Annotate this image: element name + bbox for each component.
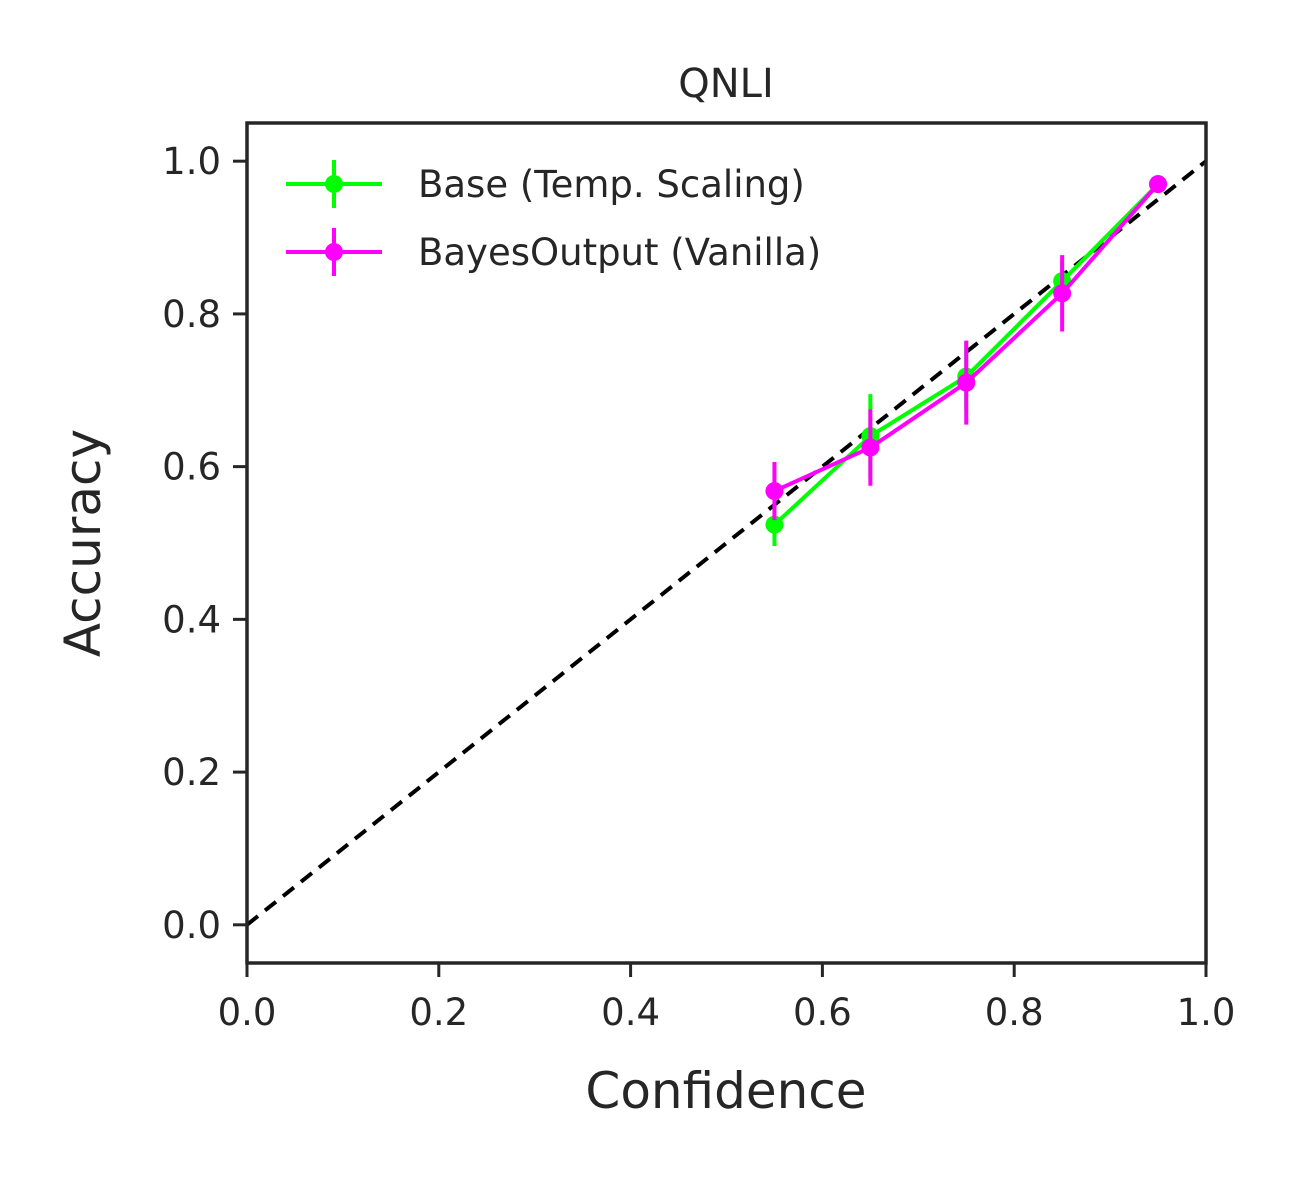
y-tick-label: 0.6 [162, 446, 221, 489]
x-tick-label: 0.6 [793, 991, 852, 1034]
x-tick-label: 0.8 [985, 991, 1044, 1034]
x-tick-label: 0.0 [218, 991, 277, 1034]
x-axis-label: Confidence [585, 1062, 866, 1120]
y-axis: 0.0 0.2 0.4 0.6 0.8 1.0 [162, 140, 247, 947]
plot-area [245, 159, 1208, 927]
data-point [1149, 175, 1168, 194]
legend-label: BayesOutput (Vanilla) [418, 231, 821, 274]
legend-item-2: BayesOutput (Vanilla) [286, 228, 821, 276]
reference-diagonal-line [245, 159, 1208, 927]
series-2 [765, 175, 1168, 521]
legend: Base (Temp. Scaling) BayesOutput (Vanilla… [286, 160, 821, 276]
data-point [1053, 284, 1072, 303]
y-tick-label: 0.2 [162, 751, 221, 794]
y-tick-label: 1.0 [162, 140, 221, 183]
data-point [765, 482, 784, 501]
y-tick-label: 0.0 [162, 904, 221, 947]
plot-frame [245, 121, 1208, 965]
y-tick-label: 0.4 [162, 598, 221, 641]
data-point [765, 515, 784, 534]
series-line [773, 182, 1160, 493]
x-tick-label: 0.4 [601, 991, 660, 1034]
legend-marker [325, 175, 343, 193]
data-point [957, 373, 976, 392]
legend-label: Base (Temp. Scaling) [418, 163, 805, 206]
data-point [861, 438, 880, 457]
y-axis-label: Accuracy [54, 429, 112, 657]
x-tick-label: 0.2 [409, 991, 468, 1034]
y-tick-label: 0.8 [162, 293, 221, 336]
x-axis: 0.0 0.2 0.4 0.6 0.8 1.0 [218, 963, 1236, 1034]
legend-marker [325, 243, 343, 261]
chart-title: QNLI [678, 61, 774, 107]
x-tick-label: 1.0 [1177, 991, 1236, 1034]
legend-item-1: Base (Temp. Scaling) [286, 160, 805, 208]
